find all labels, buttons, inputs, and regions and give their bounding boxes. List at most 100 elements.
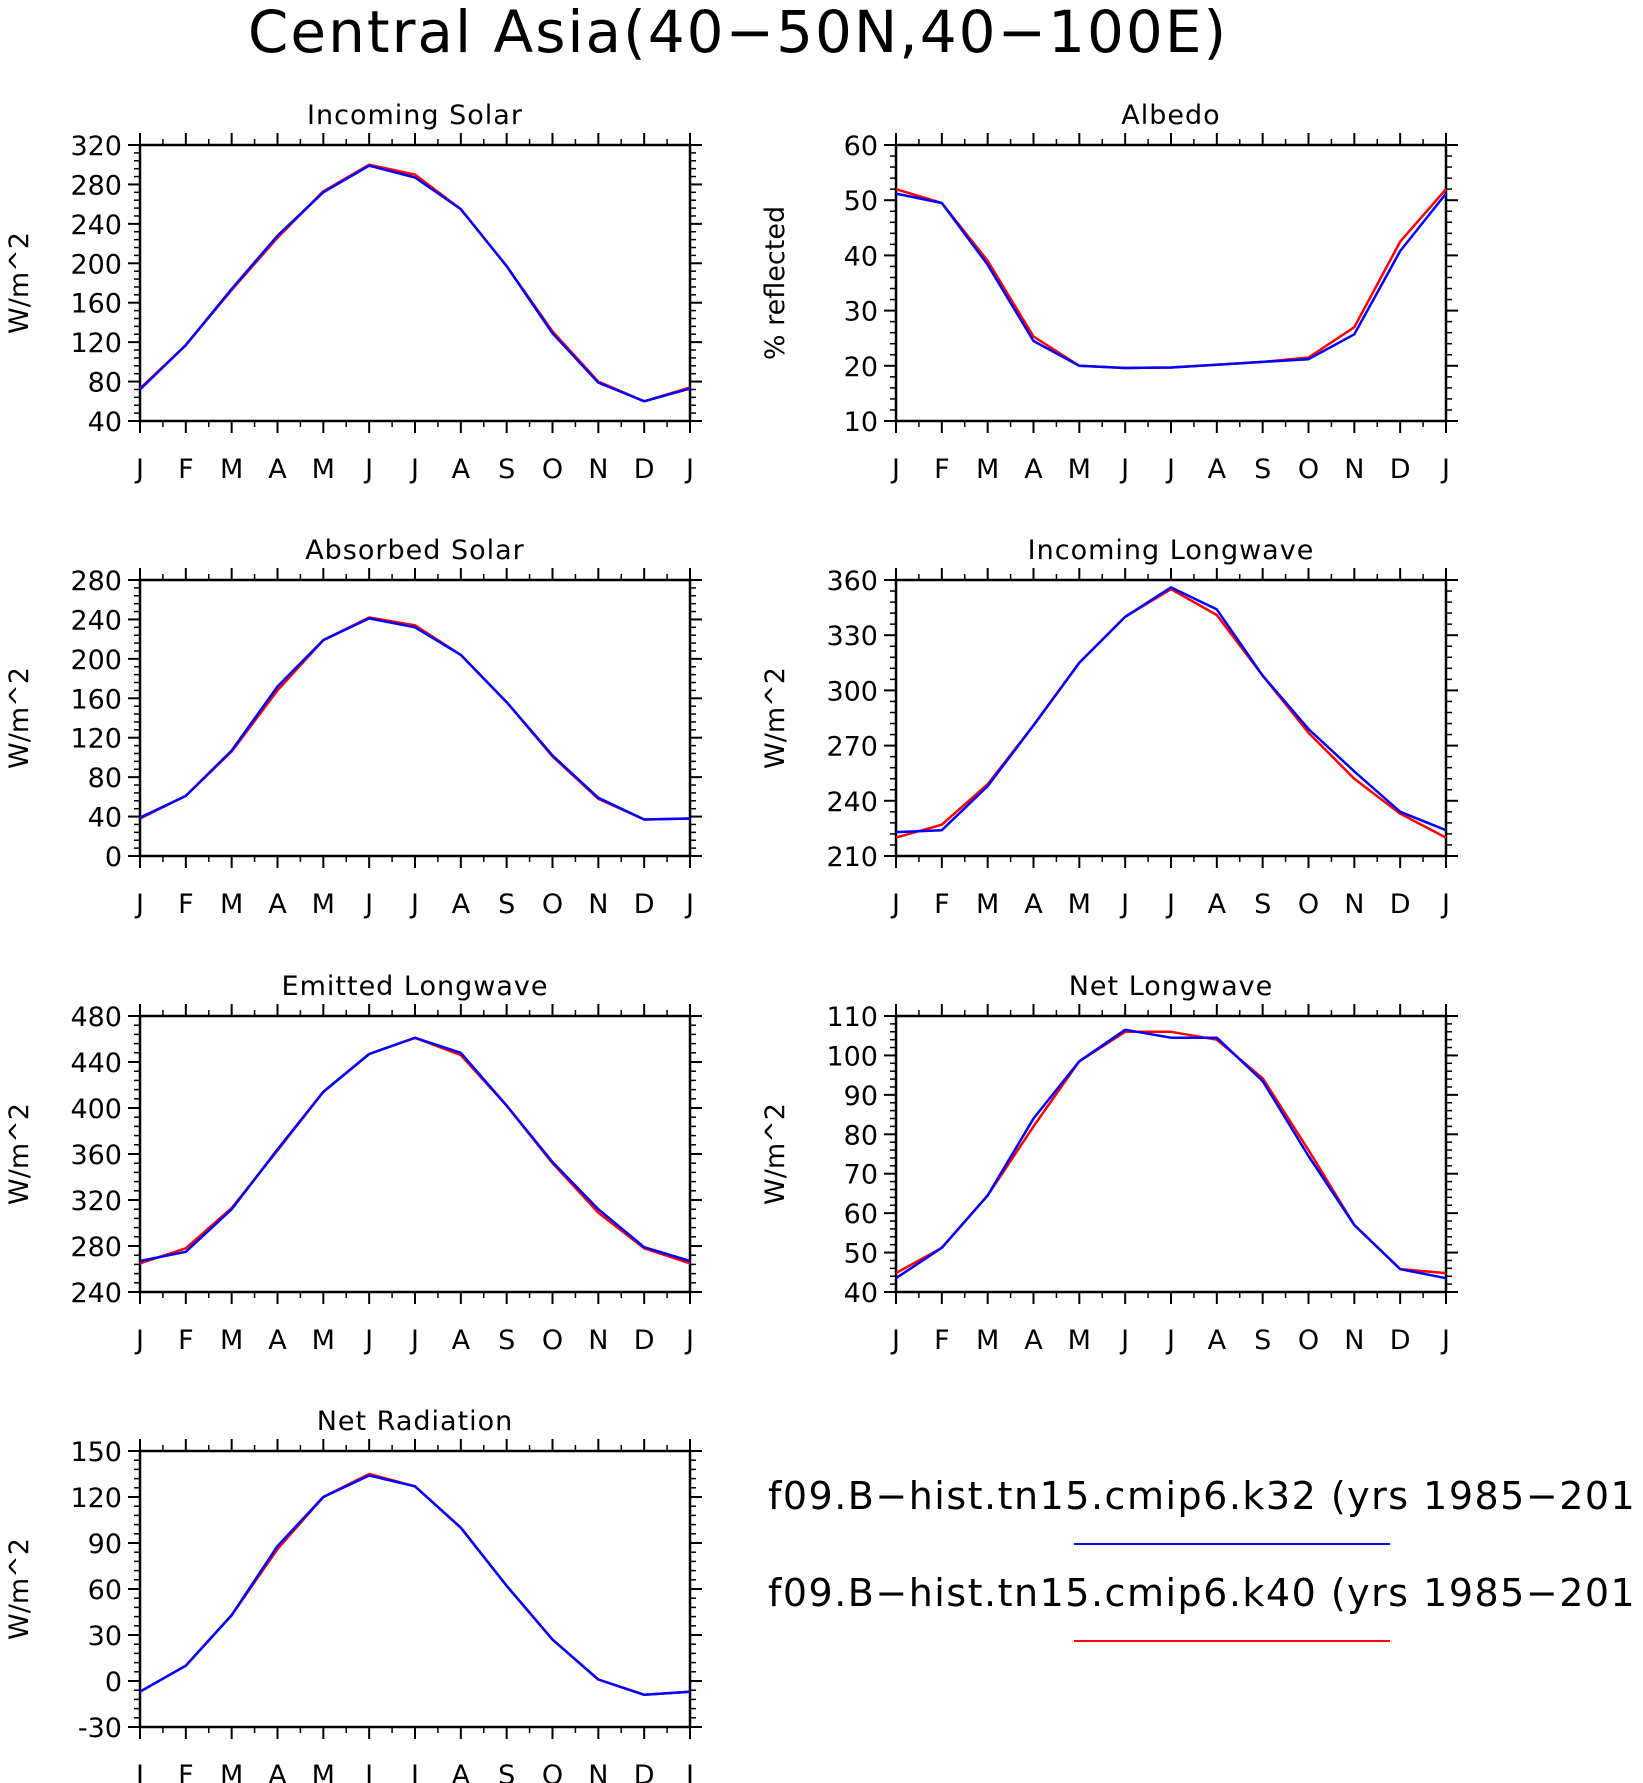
net-longwave-ytick-label: 50 (844, 1239, 878, 1270)
absorbed-solar-ytick-label: 240 (70, 605, 122, 636)
incoming-longwave-plot-frame (894, 578, 1448, 858)
net-radiation-xtick-label: O (542, 1760, 563, 1783)
emitted-longwave-ytick-label: 320 (70, 1186, 122, 1217)
absorbed-solar-series-k32 (139, 617, 691, 821)
albedo-series-k40 (895, 188, 1447, 370)
net-radiation-ytick-label: 0 (105, 1667, 122, 1698)
incoming-solar-xtick-label: J (409, 454, 419, 485)
net-longwave-ytick-label: 40 (844, 1278, 878, 1309)
net-radiation-plot-frame (138, 1449, 692, 1729)
net-radiation-ytick-label: 30 (88, 1621, 122, 1652)
absorbed-solar-xtick-label: O (542, 889, 563, 920)
incoming-longwave-series-k40 (895, 587, 1447, 839)
albedo-xtick-label: S (1254, 454, 1271, 485)
incoming-longwave-ylabel: W/m^2 (760, 667, 791, 769)
emitted-longwave-xtick-label: F (178, 1325, 194, 1356)
emitted-longwave-xtick-label: A (268, 1325, 287, 1356)
albedo-xtick-label: M (1068, 454, 1091, 485)
absorbed-solar-ytick-label: 200 (70, 645, 122, 676)
net-longwave-ytick-label: 110 (826, 1002, 878, 1033)
incoming-solar-ytick-label: 320 (70, 131, 122, 162)
emitted-longwave-xtick-label: N (588, 1325, 608, 1356)
panel-net-radiation: J F M A M J J A S O N D J -30 0 30 60 90 120 150 Net Radiati… (4, 1406, 702, 1783)
net-radiation-panel-title: Net Radiation (317, 1406, 514, 1437)
incoming-solar-ytick-label: 40 (88, 407, 122, 438)
net-longwave-xtick-label: J (890, 1325, 900, 1356)
net-radiation-xtick-label: S (498, 1760, 515, 1783)
net-longwave-ytick-label: 70 (844, 1160, 878, 1191)
net-longwave-series-k40 (895, 1030, 1447, 1275)
absorbed-solar-xtick-label: S (498, 889, 515, 920)
absorbed-solar-ytick-label: 160 (70, 684, 122, 715)
net-radiation-xtick-label: M (220, 1760, 243, 1783)
net-longwave-xtick-label: D (1390, 1325, 1411, 1356)
albedo-plot-frame (894, 143, 1448, 423)
figure-title: Central Asia(40−50N,40−100E) (248, 0, 1228, 66)
net-longwave-xtick-label: F (934, 1325, 950, 1356)
incoming-longwave-xtick-label: S (1254, 889, 1271, 920)
incoming-longwave-ytick-label: 210 (826, 842, 878, 873)
net-longwave-plot-frame (894, 1014, 1448, 1294)
incoming-solar-xtick-label: J (684, 454, 694, 485)
incoming-solar-xtick-label: F (178, 454, 194, 485)
panels: J F M A M J J A S O N D J4080120160200240280320Incom… (4, 100, 1458, 1783)
net-radiation-xtick-label: J (363, 1760, 373, 1783)
emitted-longwave-ytick-label: 360 (70, 1140, 122, 1171)
incoming-solar-xtick-label: S (498, 454, 515, 485)
net-radiation-xtick-label: M (312, 1760, 335, 1783)
net-longwave-xtick-label: S (1254, 1325, 1271, 1356)
panel-absorbed-solar: J F M A M J J A S O N D J04080120160200240280Absorbe… (4, 535, 702, 920)
albedo-ytick-label: 20 (844, 352, 878, 383)
net-radiation-xtick-label: J (684, 1760, 694, 1783)
incoming-solar-xtick-label: J (363, 454, 373, 485)
incoming-longwave-ytick-label: 270 (826, 732, 878, 763)
net-longwave-ylabel: W/m^2 (760, 1103, 791, 1205)
absorbed-solar-xtick-label: M (220, 889, 243, 920)
emitted-longwave-series-k32 (139, 1036, 691, 1263)
incoming-solar-xtick-label: O (542, 454, 563, 485)
incoming-solar-ytick-label: 80 (88, 368, 122, 399)
panel-incoming-solar: J F M A M J J A S O N D J4080120160200240280320Incom… (4, 100, 702, 485)
albedo-panel-title: Albedo (1121, 100, 1220, 131)
incoming-solar-xtick-label: A (268, 454, 287, 485)
incoming-solar-ytick-label: 240 (70, 210, 122, 241)
emitted-longwave-xtick-label: M (220, 1325, 243, 1356)
absorbed-solar-xtick-label: A (268, 889, 287, 920)
incoming-longwave-ytick-label: 300 (826, 676, 878, 707)
net-radiation-ytick-label: 60 (88, 1575, 122, 1606)
incoming-solar-ytick-label: 200 (70, 249, 122, 280)
albedo-ytick-label: 10 (844, 407, 878, 438)
net-longwave-xtick-label: J (1165, 1325, 1175, 1356)
incoming-longwave-xtick-label: J (1440, 889, 1450, 920)
albedo-xtick-label: F (934, 454, 950, 485)
net-radiation-xtick-label: A (268, 1760, 287, 1783)
incoming-solar-ytick-label: 280 (70, 170, 122, 201)
net-radiation-xtick-label: D (634, 1760, 655, 1783)
net-longwave-xtick-label: M (976, 1325, 999, 1356)
net-radiation-ylabel: W/m^2 (4, 1538, 35, 1640)
incoming-longwave-xtick-label: N (1344, 889, 1364, 920)
net-radiation-ytick-label: -30 (78, 1713, 122, 1744)
net-longwave-xtick-label: A (1208, 1325, 1227, 1356)
net-radiation-xtick-label: N (588, 1760, 608, 1783)
emitted-longwave-ylabel: W/m^2 (4, 1103, 35, 1205)
net-longwave-ytick-label: 80 (844, 1120, 878, 1151)
absorbed-solar-xtick-label: N (588, 889, 608, 920)
incoming-solar-xtick-label: N (588, 454, 608, 485)
emitted-longwave-xtick-label: A (452, 1325, 471, 1356)
absorbed-solar-xtick-label: J (363, 889, 373, 920)
net-radiation-ytick-label: 120 (70, 1483, 122, 1514)
incoming-solar-xtick-label: M (220, 454, 243, 485)
incoming-solar-xtick-label: J (134, 454, 144, 485)
incoming-longwave-xtick-label: F (934, 889, 950, 920)
absorbed-solar-xtick-label: D (634, 889, 655, 920)
emitted-longwave-ytick-label: 280 (70, 1232, 122, 1263)
emitted-longwave-xtick-label: J (409, 1325, 419, 1356)
net-longwave-xtick-label: M (1068, 1325, 1091, 1356)
incoming-longwave-xtick-label: O (1298, 889, 1319, 920)
incoming-solar-panel-title: Incoming Solar (307, 100, 523, 131)
net-longwave-ytick-label: 90 (844, 1081, 878, 1112)
legend-label-k40: f09.B−hist.tn15.cmip6.k40 (yrs 1985−201 (768, 1571, 1636, 1615)
